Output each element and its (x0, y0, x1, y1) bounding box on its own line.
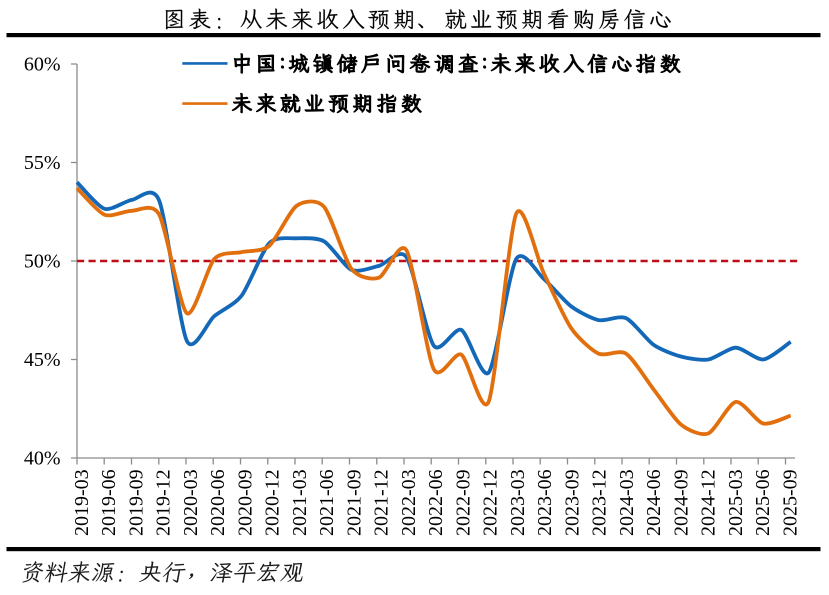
svg-text:2019-03: 2019-03 (71, 469, 93, 536)
svg-text:50%: 50% (24, 251, 61, 273)
svg-text:2020-12: 2020-12 (262, 469, 284, 536)
svg-text:2023-06: 2023-06 (534, 469, 556, 536)
svg-text:2024-09: 2024-09 (670, 469, 692, 536)
svg-text:2023-12: 2023-12 (589, 469, 611, 536)
svg-text:60%: 60% (24, 54, 61, 76)
svg-text:45%: 45% (24, 349, 61, 371)
svg-text:2021-09: 2021-09 (343, 469, 365, 536)
svg-text:2024-03: 2024-03 (616, 469, 638, 536)
svg-text:2022-03: 2022-03 (398, 469, 420, 536)
svg-text:55%: 55% (24, 152, 61, 174)
svg-text:2021-06: 2021-06 (316, 469, 338, 536)
svg-text:2022-12: 2022-12 (480, 469, 502, 536)
svg-text:2023-03: 2023-03 (507, 469, 529, 536)
svg-text:2020-06: 2020-06 (207, 469, 229, 536)
svg-text:2022-09: 2022-09 (452, 469, 474, 536)
svg-text:2019-06: 2019-06 (98, 469, 120, 536)
svg-text:2024-12: 2024-12 (698, 469, 720, 536)
svg-text:2020-09: 2020-09 (234, 469, 256, 536)
svg-text:2022-06: 2022-06 (425, 469, 447, 536)
svg-text:2025-03: 2025-03 (725, 469, 747, 536)
svg-text:2019-12: 2019-12 (153, 469, 175, 536)
svg-text:2025-09: 2025-09 (779, 469, 801, 536)
svg-text:2021-12: 2021-12 (371, 469, 393, 536)
svg-text:2024-06: 2024-06 (643, 469, 665, 536)
svg-text:2019-09: 2019-09 (125, 469, 147, 536)
svg-text:40%: 40% (24, 448, 61, 470)
svg-text:2020-03: 2020-03 (180, 469, 202, 536)
svg-text:2023-09: 2023-09 (561, 469, 583, 536)
svg-text:2025-06: 2025-06 (752, 469, 774, 536)
svg-text:2021-03: 2021-03 (289, 469, 311, 536)
